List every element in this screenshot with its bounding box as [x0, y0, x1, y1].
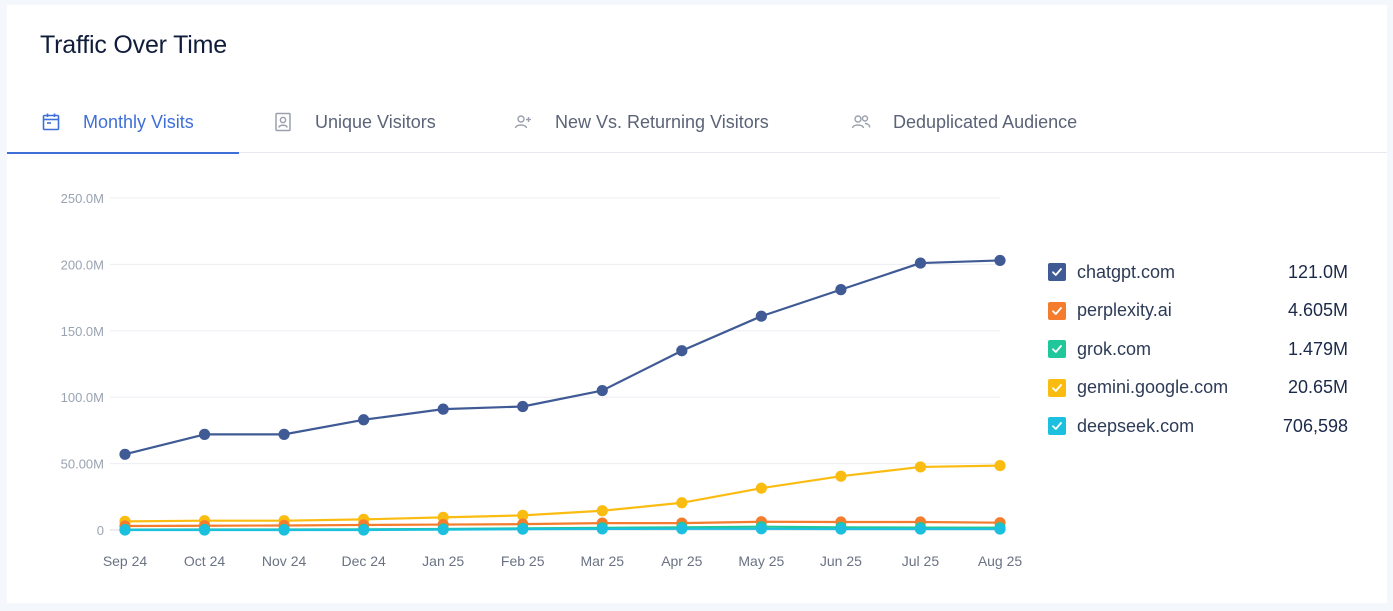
x-tick-label: Mar 25 [580, 553, 624, 569]
data-point [914, 257, 927, 269]
data-point [198, 428, 211, 440]
page-title: Traffic Over Time [40, 31, 227, 59]
data-point [676, 345, 688, 357]
data-point [755, 523, 767, 535]
y-tick-label: 150.0M [61, 324, 104, 339]
x-tick-label: Oct 24 [184, 553, 225, 569]
x-tick-label: Feb 25 [501, 553, 545, 569]
legend-label: deepseek.com [1077, 415, 1195, 436]
series-line-perplexity-ai [124, 520, 1001, 528]
x-tick-label: Jun 25 [820, 553, 862, 569]
user-plus-icon [512, 111, 534, 133]
legend-value: 4.605M [1287, 300, 1348, 321]
calendar-icon [40, 111, 62, 133]
data-point [437, 524, 449, 536]
legend-value: 1.479M [1287, 338, 1348, 359]
tab-monthly-visits[interactable]: Monthly Visits [7, 91, 239, 154]
data-point [278, 524, 290, 536]
data-point [119, 448, 131, 460]
tab-unique-visitors[interactable]: Unique Visitors [272, 91, 436, 153]
checkbox-icon[interactable] [1048, 301, 1066, 320]
legend-item[interactable]: deepseek.com 706,598 [1048, 407, 1348, 446]
legend-value: 121.0M [1287, 261, 1348, 282]
data-point [517, 400, 529, 413]
x-tick-label: Nov 24 [262, 553, 307, 569]
legend-label: perplexity.ai [1077, 300, 1172, 321]
data-point [676, 523, 688, 535]
x-tick-label: Jan 25 [422, 553, 464, 569]
legend-label: gemini.google.com [1077, 377, 1229, 398]
data-point [755, 482, 767, 494]
chart-legend: chatgpt.com 121.0M perplexity.ai 4.605M grok… [1048, 253, 1348, 446]
data-point [914, 523, 927, 535]
data-point [994, 459, 1006, 472]
series-line-deepseek-com [125, 527, 1000, 532]
data-point [596, 523, 608, 535]
tab-label: New Vs. Returning Visitors [555, 111, 769, 132]
checkbox-icon[interactable] [1048, 340, 1066, 359]
tab-label: Monthly Visits [83, 111, 194, 132]
tab-deduplicated-audience[interactable]: Deduplicated Audience [850, 91, 1077, 153]
series-line-gemini-google-com [124, 464, 1001, 523]
legend-item[interactable]: perplexity.ai 4.605M [1048, 292, 1348, 331]
line-chart: 0 50.00M 100.0M 150.0M 200.0M 250.0M Sep 24 Oct… [61, 191, 1023, 569]
tab-bar: Monthly Visits Unique Visitors [7, 91, 1387, 154]
data-point [517, 523, 529, 535]
legend-label: grok.com [1077, 338, 1152, 359]
legend-item[interactable]: grok.com 1.479M [1048, 330, 1348, 369]
x-tick-label: Dec 24 [341, 553, 386, 569]
tab-label: Deduplicated Audience [893, 111, 1078, 132]
tab-new-vs-returning[interactable]: New Vs. Returning Visitors [512, 91, 769, 153]
y-tick-label: 0 [97, 523, 104, 538]
data-point [358, 414, 370, 426]
series-line-chatgpt-com [124, 259, 1001, 456]
x-tick-label: May 25 [738, 553, 784, 569]
data-point [755, 310, 767, 322]
data-point [994, 523, 1006, 535]
legend-item[interactable]: chatgpt.com 121.0M [1048, 253, 1348, 292]
data-point [835, 470, 847, 482]
data-point [676, 497, 688, 509]
legend-label: chatgpt.com [1077, 261, 1176, 282]
data-point [994, 254, 1006, 267]
y-tick-label: 250.0M [61, 191, 104, 206]
legend-item[interactable]: gemini.google.com 20.65M [1048, 369, 1348, 408]
checkbox-icon[interactable] [1048, 263, 1066, 282]
legend-value: 706,598 [1282, 415, 1348, 436]
y-tick-label: 50.00M [61, 457, 104, 472]
data-point [835, 284, 847, 296]
data-point [596, 505, 608, 517]
y-tick-label: 200.0M [61, 257, 104, 272]
data-point [198, 524, 211, 536]
checkbox-icon[interactable] [1048, 378, 1066, 397]
checkbox-icon[interactable] [1048, 417, 1066, 436]
x-tick-label: Aug 25 [978, 553, 1023, 569]
users-icon [850, 111, 872, 133]
user-card-icon [272, 111, 294, 133]
data-point [517, 509, 529, 521]
legend-value: 20.65M [1287, 377, 1348, 398]
x-tick-label: Sep 24 [103, 553, 148, 569]
x-tick-label: Apr 25 [661, 553, 702, 569]
x-tick-label: Jul 25 [902, 553, 940, 569]
traffic-card: Traffic Over Time Monthly Visits [7, 5, 1387, 603]
y-tick-label: 100.0M [61, 390, 104, 405]
data-point [835, 523, 847, 535]
data-point [437, 403, 449, 415]
data-point [278, 428, 290, 440]
data-point [914, 461, 927, 473]
data-point [358, 524, 370, 536]
tab-label: Unique Visitors [315, 111, 436, 132]
data-point [596, 384, 608, 397]
data-point [119, 524, 131, 536]
